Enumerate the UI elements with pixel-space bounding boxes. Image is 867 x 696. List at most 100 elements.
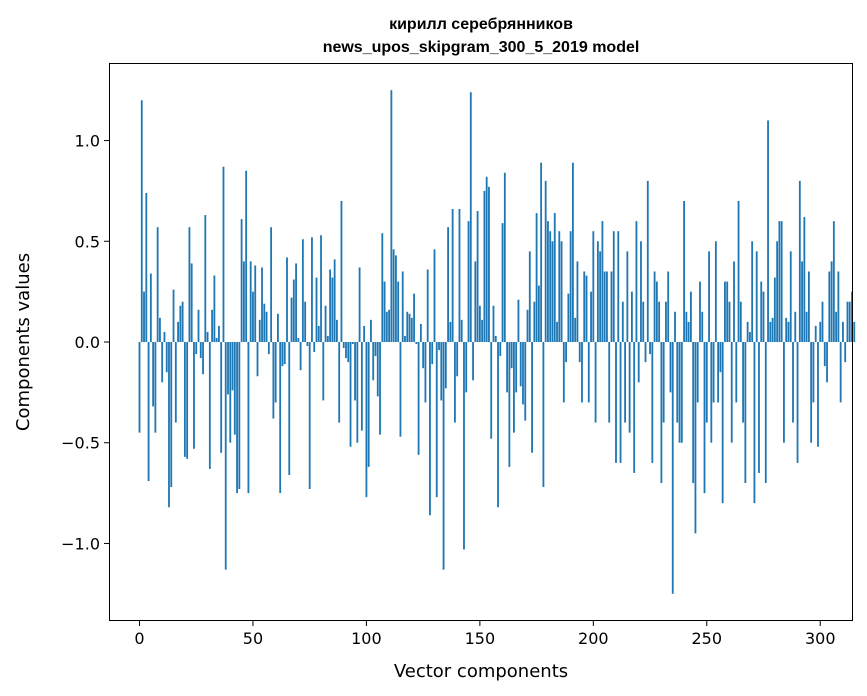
bar [156, 227, 159, 342]
bar [819, 321, 822, 342]
bar [345, 342, 347, 359]
bar [286, 257, 288, 342]
bar [610, 271, 613, 342]
bar [145, 192, 148, 342]
bar [347, 342, 350, 363]
x-axis-label: Vector components [394, 661, 568, 682]
bar [719, 342, 722, 373]
bar [338, 342, 341, 423]
bar [488, 186, 490, 342]
bar [510, 342, 513, 369]
bar [646, 180, 649, 342]
bar [853, 321, 856, 342]
bar [161, 342, 164, 383]
bar [197, 309, 200, 342]
bar [227, 342, 229, 395]
x-tick-label: 100 [351, 629, 382, 648]
bar [233, 342, 236, 435]
bar [279, 342, 282, 494]
bar [165, 342, 168, 373]
bar [592, 231, 595, 342]
bar [803, 217, 806, 342]
bar [490, 342, 493, 439]
bar [783, 342, 785, 443]
bar [503, 172, 506, 342]
bar [229, 342, 232, 443]
bar [431, 342, 434, 365]
bar [617, 231, 620, 342]
bar [839, 342, 842, 403]
bar [263, 303, 266, 342]
bar [512, 342, 515, 433]
bar [174, 342, 177, 423]
bar [687, 321, 690, 342]
bar [751, 241, 754, 342]
bar [499, 342, 502, 357]
x-tick-label: 200 [578, 629, 609, 648]
bar [662, 342, 665, 423]
bar [365, 342, 368, 498]
bar [821, 301, 824, 342]
bar [267, 342, 270, 355]
bar [506, 342, 509, 393]
bar [649, 342, 651, 355]
bar [249, 261, 252, 342]
bar [444, 342, 447, 389]
bar [699, 281, 701, 342]
bar [717, 342, 720, 403]
bar [524, 342, 527, 421]
bar [735, 342, 738, 403]
bar [265, 311, 268, 342]
bar [415, 342, 418, 345]
bar [562, 342, 565, 403]
bar [224, 342, 227, 570]
bar [406, 311, 409, 342]
bar [558, 231, 561, 342]
bar [481, 319, 484, 342]
bar [179, 305, 182, 342]
bar [669, 342, 672, 393]
bar [696, 342, 699, 403]
bar [685, 311, 688, 342]
bar [206, 331, 209, 342]
bar [746, 321, 749, 342]
bar [456, 342, 459, 377]
bar [379, 342, 381, 435]
bar [601, 221, 604, 342]
bar [630, 291, 633, 342]
bar [565, 342, 567, 363]
bar [304, 301, 307, 342]
bar [149, 273, 152, 342]
bar [807, 271, 810, 342]
bar [674, 311, 676, 342]
bar [183, 342, 186, 457]
bar [188, 227, 191, 342]
bar [771, 317, 774, 342]
bar [467, 221, 470, 342]
bar [376, 342, 379, 397]
y-tick-label: 1.0 [75, 132, 100, 151]
bar [778, 221, 781, 342]
bar [519, 342, 522, 387]
bar [181, 301, 184, 342]
bar [508, 342, 511, 467]
bar [556, 321, 558, 342]
bar [449, 321, 452, 342]
bar [208, 342, 211, 469]
bar [410, 317, 413, 342]
bar [787, 321, 790, 342]
bar [540, 162, 543, 342]
bar [780, 221, 783, 342]
bar [472, 342, 474, 381]
bar [360, 342, 363, 431]
bar [753, 342, 756, 504]
bar [526, 309, 529, 342]
bar [301, 239, 304, 342]
y-axis-ticks: 1.0 0.5 0.0 −0.5 −1.0 [61, 132, 110, 553]
bar [290, 297, 293, 342]
bar [667, 271, 670, 342]
bar [542, 342, 545, 488]
bar [583, 271, 586, 342]
bar [637, 342, 640, 383]
bar [683, 200, 685, 342]
